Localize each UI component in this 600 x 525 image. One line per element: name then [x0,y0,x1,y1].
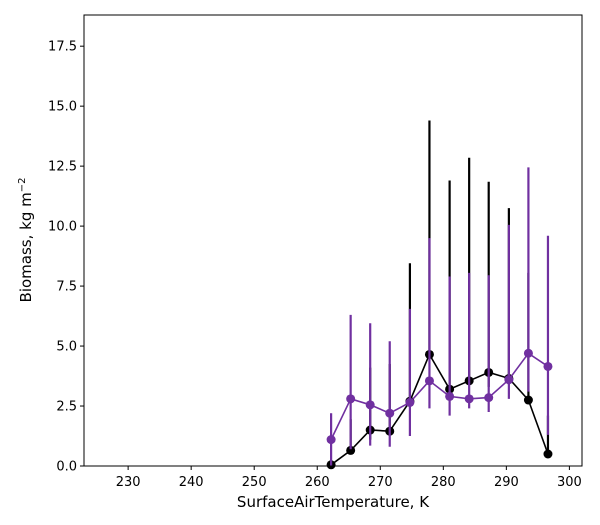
y-tick-label: 0.0 [56,460,77,475]
data-point [523,395,533,405]
y-axis-label: Biomass, kg m−2 [17,178,35,303]
x-tick-label: 250 [242,475,267,490]
data-point [523,348,533,358]
y-tick-label: 2.5 [56,400,77,415]
series-2 [326,167,553,466]
x-tick-label: 260 [305,475,330,490]
data-point [464,394,474,404]
y-tick-label: 17.5 [48,40,77,55]
data-point [365,400,375,410]
data-point [543,361,553,371]
series-line [330,352,549,440]
x-axis: 230 240 250 260 270 280 290 300 [116,466,582,490]
data-point [543,449,553,459]
data-point [405,397,415,407]
data-point [385,408,395,418]
x-tick-label: 230 [116,475,141,490]
x-tick-label: 290 [494,475,519,490]
y-tick-label: 12.5 [48,160,77,175]
y-axis-label-main: Biomass, kg m [17,192,35,302]
x-tick-label: 240 [179,475,204,490]
y-tick-label: 15.0 [48,100,77,115]
data-point [346,394,356,404]
data-point [326,435,336,445]
data-point [504,375,514,385]
x-tick-label: 280 [431,475,456,490]
x-tick-label: 270 [368,475,393,490]
x-tick-label: 300 [557,475,582,490]
series-1 [326,120,553,470]
data-point [484,393,494,403]
y-tick-label: 5.0 [56,340,77,355]
x-axis-label: SurfaceAirTemperature, K [237,493,430,511]
data-point [424,376,434,386]
data-point [346,445,356,455]
data-point [445,391,455,401]
y-tick-label: 7.5 [56,280,77,295]
plot-frame [83,14,583,467]
plot-content [326,120,553,470]
y-tick-label: 10.0 [48,220,77,235]
y-axis-label-superscript: −2 [17,178,28,193]
y-axis: 0.0 2.5 5.0 7.5 10.0 12.5 15.0 17.5 [48,40,84,475]
